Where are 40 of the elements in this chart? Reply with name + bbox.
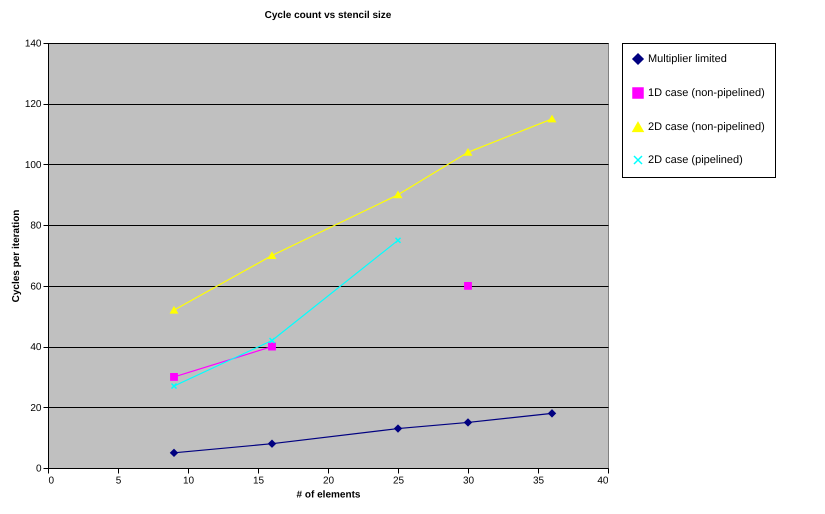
point (394, 191, 402, 198)
y-tick-label: 0 (36, 464, 42, 474)
x-tick-label: 25 (392, 476, 404, 486)
y-tick-label: 140 (24, 38, 42, 50)
y-tick-label: 40 (30, 342, 42, 354)
point (394, 424, 402, 432)
y-tick-label: 100 (24, 160, 42, 171)
point (170, 448, 178, 457)
x-tick-label: 5 (116, 476, 122, 486)
point (170, 373, 178, 381)
point (268, 342, 276, 350)
x-tick-label: 30 (462, 476, 474, 486)
point (268, 252, 276, 259)
point (268, 337, 276, 344)
point (464, 282, 472, 290)
x-tick-label: 0 (48, 476, 54, 486)
point (170, 382, 178, 390)
chart-title: Cycle count vs stencil size (264, 10, 392, 21)
point (548, 409, 556, 418)
point (464, 418, 472, 426)
point (394, 237, 402, 244)
y-tick-label: 20 (30, 402, 42, 414)
legend-label: 1D case (non-pipelined) (648, 87, 765, 99)
x-tick-label: 15 (252, 476, 264, 486)
legend-label: 2D case (non-pipelined) (648, 121, 765, 133)
legend-label: 2D case (pipelined) (648, 154, 743, 166)
point (170, 306, 178, 314)
y-tick-label: 80 (30, 220, 42, 232)
x-tick-label: 35 (532, 476, 544, 486)
legend-label: Multiplier limited (648, 53, 727, 65)
y-tick-label: 60 (30, 281, 42, 292)
x-axis-title: # of elements (296, 490, 361, 500)
point (548, 115, 556, 122)
x-tick-label: 40 (597, 476, 609, 486)
x-tick-label: 20 (322, 476, 334, 486)
point (268, 440, 276, 448)
x-tick-label: 10 (182, 476, 194, 486)
point (464, 148, 472, 156)
y-axis-title: Cycles per iteration (10, 210, 22, 302)
y-tick-label: 120 (24, 99, 42, 110)
